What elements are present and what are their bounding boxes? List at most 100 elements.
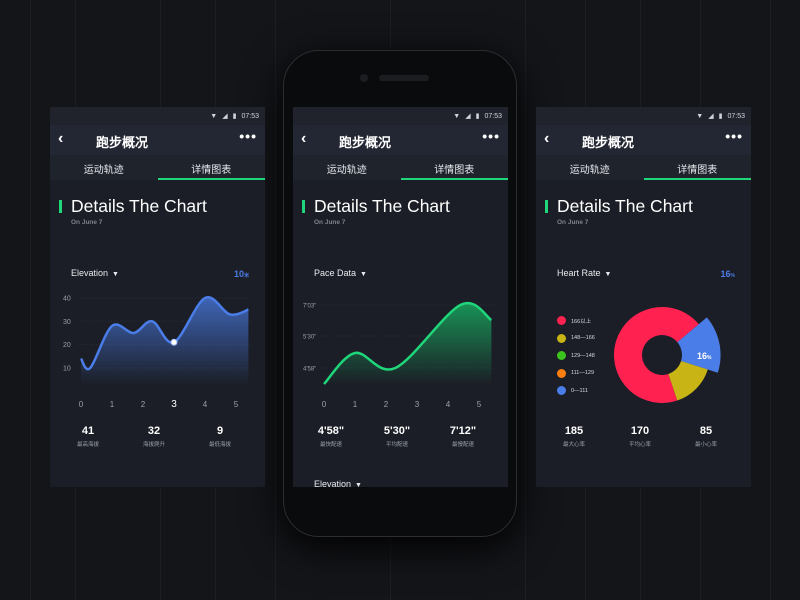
tab-details-chart[interactable]: 详情图表 [157,155,266,180]
legend-label: 129—148 [571,352,595,359]
stat-label: 最大心率 [562,442,585,448]
x-tick-label: 1 [353,400,358,409]
phone-screen: ▼ ◢ ▮ 07:53 ‹ 跑步概况 ••• 运动轨迹 详情图表 Details The Char… [50,107,265,487]
stat-item: 9 最低海拔 [190,425,250,448]
stat-label: 最小心率 [694,442,717,448]
tab-bar: 运动轨迹 详情图表 [50,155,265,180]
header-title: 跑步概况 [582,135,635,150]
tab-bar: 运动轨迹 详情图表 [293,155,508,180]
stat-item: 5'30" 平均配速 [367,425,427,448]
pie-legend: 166以上 148—166 129—148 111—129 0—111 [557,312,595,400]
stat-label: 最慢配速 [451,442,474,448]
caret-down-icon: ▼ [604,271,612,278]
stat-value: 32 [147,425,161,437]
value-unit: 米 [243,273,249,279]
x-tick-label: 1 [110,400,115,409]
y-tick-label: 5'30" [303,335,316,341]
page-date: On June 7 [314,219,346,226]
status-bar: ▼ ◢ ▮ 07:53 [293,107,508,125]
legend-swatch [557,316,566,326]
y-tick-label: 20 [63,342,71,349]
back-button[interactable]: ‹ [58,130,64,147]
y-tick-label: 40 [63,296,71,303]
more-button[interactable]: ••• [482,128,500,144]
caret-down-icon: ▼ [355,482,362,487]
app-header: ‹ 跑步概况 ••• [293,125,508,155]
series-line [323,301,493,385]
chart-dropdown[interactable]: Pace Data ▼ [314,268,367,278]
y-tick-label: 30 [63,319,71,326]
back-button[interactable]: ‹ [301,130,307,147]
x-tick-label: 0 [322,400,327,409]
page-title: Details The Chart [314,196,450,216]
chart-dropdown[interactable]: Heart Rate ▼ [557,268,611,278]
status-time: 07:53 [484,113,502,120]
y-tick-label: 7'03" [303,304,316,310]
pie-slice [668,361,708,401]
x-tick-label: 2 [141,400,146,409]
caret-down-icon: ▼ [112,271,119,278]
battery-icon: ▮ [718,113,723,120]
tab-details-chart[interactable]: 详情图表 [400,155,509,180]
stat-value: 41 [81,425,95,437]
stat-item: 4'58" 最快配速 [301,425,361,448]
app-header: ‹ 跑步概况 ••• [50,125,265,155]
x-tick-label: 0 [79,400,84,409]
x-tick-label: 3 [171,399,177,410]
label-value: 16 [697,351,707,361]
x-tick-label: 3 [415,400,420,409]
elevation-dropdown[interactable]: Elevation ▼ [314,479,362,487]
stat-value: 7'12" [449,425,477,437]
stat-item: 7'12" 最慢配速 [433,425,493,448]
stat-label: 海拔爬升 [142,442,165,448]
legend-item: 166以上 [557,312,595,330]
stat-label: 平均配速 [385,442,408,448]
tab-track[interactable]: 运动轨迹 [326,165,367,176]
header-title: 跑步概况 [339,135,392,150]
more-button[interactable]: ••• [239,128,257,144]
tab-bar: 运动轨迹 详情图表 [536,155,751,180]
background-line [275,0,276,600]
stat-item: 32 海拔爬升 [124,425,184,448]
area-fill [81,297,249,385]
dropdown-label: Pace Data [314,268,357,278]
value-number: 16 [720,269,731,279]
phone-screen: ▼ ◢ ▮ 07:53 ‹ 跑步概况 ••• 运动轨迹 详情图表 Details The Char… [536,107,751,487]
stat-item: 41 最高海拔 [58,425,118,448]
stat-value: 5'30" [383,425,411,437]
more-button[interactable]: ••• [725,128,743,144]
series-line [79,296,249,371]
legend-item: 0—111 [557,382,595,400]
legend-label: 111—129 [571,370,595,377]
background-line [770,0,771,600]
stat-value: 185 [564,425,584,437]
chart-dropdown[interactable]: Elevation ▼ [71,268,119,278]
stat-label: 最高海拔 [76,442,99,448]
stat-label: 最低海拔 [208,442,231,448]
legend-label: 166以上 [571,318,592,325]
battery-icon: ▮ [475,113,480,120]
pie-slice [614,307,699,403]
stat-label: 平均心率 [628,442,651,448]
y-tick-label: 4'58" [303,367,316,373]
page-date: On June 7 [557,219,589,226]
status-bar: ▼ ◢ ▮ 07:53 [536,107,751,125]
legend-item: 148—166 [557,330,595,348]
tab-details-chart[interactable]: 详情图表 [643,155,752,180]
back-button[interactable]: ‹ [544,130,550,147]
background-line [525,0,526,600]
wifi-icon: ▼ [696,113,704,120]
stat-value: 170 [630,425,650,437]
stat-item: 185 最大心率 [544,425,604,448]
battery-icon: ▮ [232,113,237,120]
title-accent-bar [59,200,62,213]
title-accent-bar [545,200,548,213]
stat-label: 最快配速 [319,442,342,448]
tab-track[interactable]: 运动轨迹 [569,165,610,176]
stat-item: 170 平均心率 [610,425,670,448]
chart-value: 16% [721,269,735,279]
legend-item: 129—148 [557,347,595,365]
background-line [30,0,31,600]
x-tick-label: 4 [446,400,451,409]
tab-track[interactable]: 运动轨迹 [83,165,124,176]
